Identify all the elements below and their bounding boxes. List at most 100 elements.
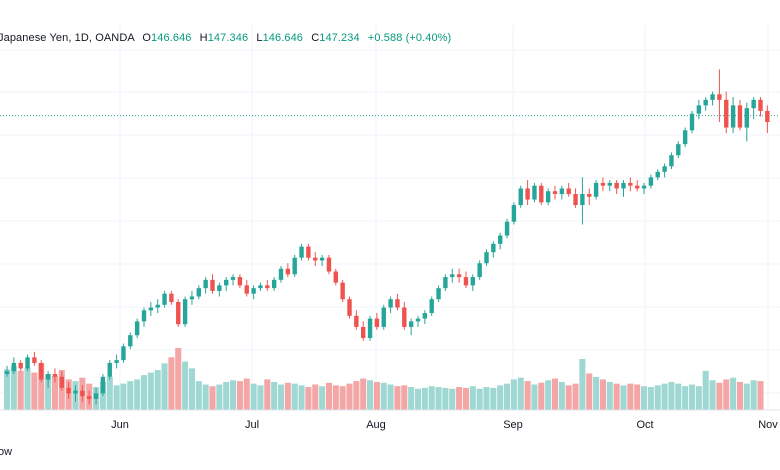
candle xyxy=(141,307,147,327)
volume-bar xyxy=(750,380,757,410)
candle xyxy=(52,368,58,383)
candle-body xyxy=(230,277,236,280)
volume-bar xyxy=(723,379,730,410)
candle xyxy=(388,296,393,314)
candle-body xyxy=(600,182,606,186)
candle-body xyxy=(244,285,249,294)
volume-bar xyxy=(504,383,511,410)
volume-bar xyxy=(277,384,285,410)
candle xyxy=(278,266,284,283)
volume-bar xyxy=(230,380,237,410)
candle xyxy=(292,254,297,278)
x-tick-label: Nov xyxy=(758,419,778,431)
candle xyxy=(662,163,667,178)
candle xyxy=(532,182,537,203)
candle xyxy=(552,185,558,200)
candle-body xyxy=(217,285,222,291)
candle xyxy=(251,285,256,300)
candle-body xyxy=(422,313,428,319)
candle-body xyxy=(278,268,284,280)
volume-bar xyxy=(161,363,168,410)
volume-bar xyxy=(367,380,374,410)
candle-body xyxy=(635,185,640,189)
volume-bar xyxy=(634,384,641,410)
volume-bar xyxy=(682,386,689,410)
volume-bar xyxy=(127,381,134,410)
volume-bar xyxy=(551,378,559,410)
candle-body xyxy=(655,171,660,178)
candle xyxy=(155,299,160,314)
candle xyxy=(162,290,167,308)
candle xyxy=(463,271,469,289)
candle-body xyxy=(361,326,366,338)
volume-bar xyxy=(271,381,278,410)
candle-body xyxy=(545,191,551,203)
high-label: H xyxy=(199,32,208,44)
candle-body xyxy=(121,346,126,361)
volume-bar xyxy=(243,378,250,410)
candle xyxy=(271,277,277,291)
volume-bar xyxy=(421,387,428,410)
volume-bar xyxy=(586,373,593,410)
candle-body xyxy=(80,390,85,397)
candle-body xyxy=(11,362,17,372)
candle-body xyxy=(224,279,229,286)
candle xyxy=(545,188,551,206)
volume-bar xyxy=(442,387,449,410)
candle-body xyxy=(258,285,263,289)
candle-body xyxy=(593,182,599,197)
volume-bar xyxy=(17,370,24,410)
candle xyxy=(237,274,243,289)
volume-bar xyxy=(236,381,243,410)
candle xyxy=(306,243,311,261)
volume-bar xyxy=(572,383,579,410)
candle-body xyxy=(292,257,297,275)
volume-bar xyxy=(675,383,682,410)
volume-bar xyxy=(743,383,750,410)
volume-bar xyxy=(394,386,401,410)
volume-bar xyxy=(332,385,339,410)
candle-body xyxy=(319,257,325,261)
open-label: O xyxy=(142,32,152,44)
volume-bar xyxy=(456,387,463,410)
volume-bar xyxy=(202,384,209,410)
time-axis: Jun Jul Aug Sep Oct Nov xyxy=(111,419,778,431)
volume-bar xyxy=(688,384,696,410)
candle-body xyxy=(141,310,147,322)
candle-body xyxy=(100,376,106,394)
volume-bar xyxy=(353,381,360,410)
volume-bar xyxy=(517,377,524,410)
candle-body xyxy=(504,221,510,236)
candle-body xyxy=(724,99,729,128)
candle xyxy=(648,174,654,189)
candle xyxy=(676,141,681,158)
candle-body xyxy=(689,113,695,131)
volume-bar xyxy=(647,387,654,410)
candle xyxy=(354,310,359,330)
candle xyxy=(511,202,517,225)
volume-bar xyxy=(120,383,127,410)
candle xyxy=(210,274,215,294)
volume-bar xyxy=(216,384,223,410)
volume-bar xyxy=(154,370,161,410)
volume-bar xyxy=(661,383,668,410)
candle xyxy=(525,180,530,206)
volume-bar xyxy=(730,377,737,410)
candle xyxy=(593,180,599,200)
volume-bar xyxy=(339,386,346,410)
volume-bar xyxy=(346,383,353,410)
candle-body xyxy=(573,194,578,206)
candle-body xyxy=(59,376,64,388)
x-tick-label: Oct xyxy=(636,419,653,431)
volume-bar xyxy=(668,381,675,410)
candle xyxy=(587,188,592,206)
candle xyxy=(765,105,770,134)
candle-body xyxy=(491,243,496,253)
volume-bar xyxy=(716,382,723,410)
volume-bar xyxy=(545,380,552,410)
candle-body xyxy=(682,130,688,145)
candle-body xyxy=(518,188,523,206)
volume-bar xyxy=(106,376,113,410)
candle-body xyxy=(566,188,571,194)
